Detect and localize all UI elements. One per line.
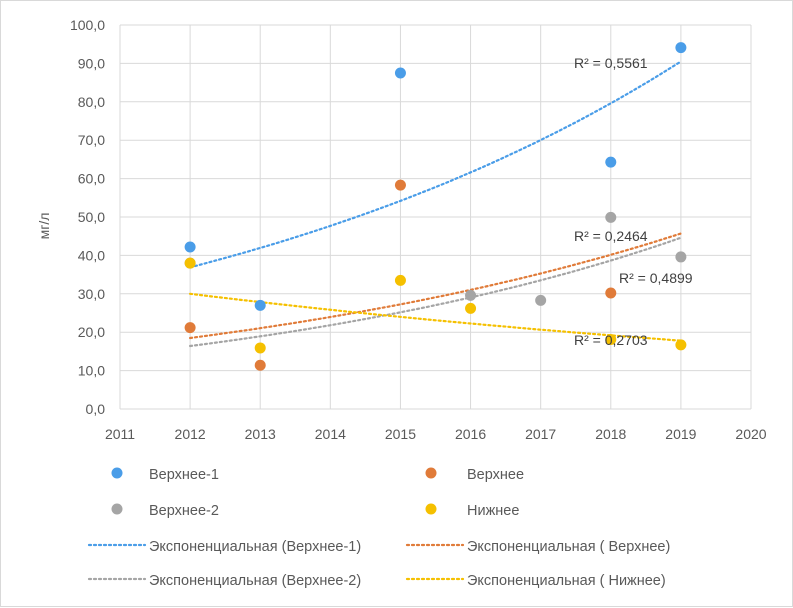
data-point	[465, 289, 477, 301]
data-point	[465, 302, 477, 314]
data-point	[605, 333, 617, 345]
y-tick-label: 60,0	[78, 171, 105, 187]
x-tick-label: 2019	[665, 426, 696, 442]
trendline	[189, 232, 683, 340]
data-points	[184, 42, 687, 371]
x-tick-label: 2015	[385, 426, 416, 442]
legend-label: Верхнее-2	[149, 503, 219, 519]
legend-trend-label: Экспоненциальная (Верхнее-1)	[149, 539, 361, 555]
r2-label: R² = 0,2703	[574, 332, 648, 348]
x-tick-label: 2017	[525, 426, 556, 442]
trendline	[189, 60, 683, 269]
data-point	[605, 211, 617, 223]
legend-marker	[425, 503, 437, 515]
y-tick-label: 70,0	[78, 132, 105, 148]
legend-trend-label: Экспоненциальная (Верхнее-2)	[149, 573, 361, 589]
legend-marker	[111, 503, 123, 515]
data-point	[254, 359, 266, 371]
legend-marker	[425, 467, 437, 479]
y-tick-label: 20,0	[78, 324, 105, 340]
data-point	[254, 299, 266, 311]
r2-label: R² = 0,4899	[619, 270, 693, 286]
legend-label: Верхнее-1	[149, 467, 219, 483]
data-point	[184, 257, 196, 269]
y-tick-label: 50,0	[78, 209, 105, 225]
data-point	[605, 156, 617, 168]
x-tick-label: 2020	[735, 426, 766, 442]
y-tick-label: 10,0	[78, 363, 105, 379]
data-point	[394, 179, 406, 191]
grid	[119, 24, 752, 410]
data-point	[675, 42, 687, 54]
x-tick-label: 2014	[315, 426, 346, 442]
legend-trend-label: Экспоненциальная ( Верхнее)	[467, 539, 670, 555]
y-tick-label: 40,0	[78, 247, 105, 263]
data-point	[675, 251, 687, 263]
r2-label: R² = 0,5561	[574, 55, 648, 71]
legend-label: Верхнее	[467, 467, 524, 483]
data-point	[254, 342, 266, 354]
trendline	[189, 236, 683, 348]
data-point	[535, 294, 547, 306]
y-tick-label: 100,0	[70, 17, 105, 33]
legend-trend-label: Экспоненциальная ( Нижнее)	[467, 573, 666, 589]
x-tick-label: 2012	[175, 426, 206, 442]
legend-label: Нижнее	[467, 503, 519, 519]
y-axis-title: мг/л	[36, 213, 52, 240]
r2-labels: R² = 0,5561 R² = 0,2464 R² = 0,4899 R² = 0,…	[574, 55, 693, 348]
x-tick-label: 2018	[595, 426, 626, 442]
data-point	[605, 287, 617, 299]
y-tick-label: 30,0	[78, 286, 105, 302]
r2-label: R² = 0,2464	[574, 228, 648, 244]
data-point	[184, 241, 196, 253]
legend-marker	[111, 467, 123, 479]
x-tick-label: 2016	[455, 426, 486, 442]
trendlines	[189, 60, 683, 348]
y-tick-label: 90,0	[78, 55, 105, 71]
x-tick-label: 2013	[245, 426, 276, 442]
data-point	[184, 322, 196, 334]
x-tick-label: 2011	[105, 426, 135, 442]
y-tick-label: 80,0	[78, 94, 105, 110]
data-point	[394, 274, 406, 286]
y-tick-label: 0,0	[86, 401, 106, 417]
trendline	[189, 292, 683, 342]
tick-labels: 0,0 10,0 20,0 30,0 40,0 50,0 60,0 70,0 80,0 90,0 1…	[70, 17, 767, 442]
data-point	[675, 339, 687, 351]
legend: Верхнее-1 Верхнее Верхнее-2 Нижнее Экспоненц…	[87, 467, 670, 589]
data-point	[394, 67, 406, 79]
